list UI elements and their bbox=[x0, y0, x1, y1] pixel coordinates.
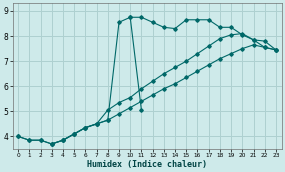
X-axis label: Humidex (Indice chaleur): Humidex (Indice chaleur) bbox=[87, 159, 207, 169]
